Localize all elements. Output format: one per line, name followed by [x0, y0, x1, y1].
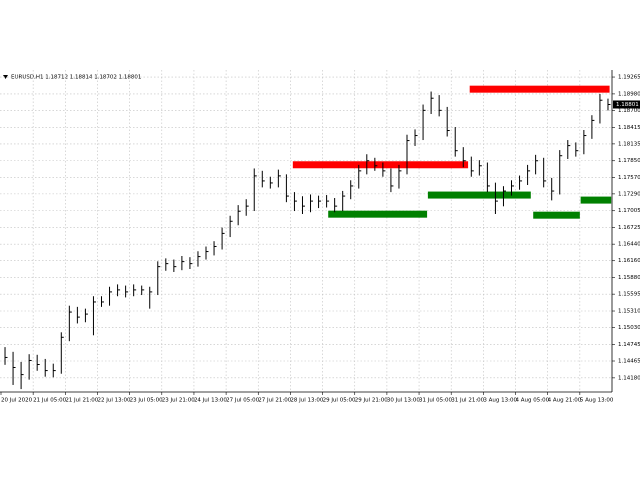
x-tick-label: 4 Aug 05:00: [516, 398, 550, 404]
current-price-label: 1.18801: [616, 102, 639, 108]
y-tick-label: 1.18980: [618, 91, 640, 97]
y-tick-label: 1.15595: [618, 292, 640, 298]
y-tick-label: 1.19265: [618, 75, 640, 81]
price-zone: [533, 211, 580, 219]
x-tick-label: 24 Jul 13:00: [194, 398, 227, 404]
x-tick-label: 29 Jul 21:00: [355, 398, 388, 404]
y-tick-label: 1.14180: [618, 375, 640, 381]
x-tick-label: 5 Aug 13:00: [580, 398, 614, 404]
x-tick-label: 28 Jul 13:00: [290, 398, 323, 404]
x-tick-label: 21 Jul 05:00: [33, 398, 66, 404]
y-tick-label: 1.16725: [618, 225, 640, 231]
y-tick-label: 1.18415: [618, 125, 640, 131]
x-tick-label: 31 Jul 05:00: [419, 398, 452, 404]
y-tick-label: 1.14465: [618, 359, 640, 365]
x-tick-label: 22 Jul 13:00: [97, 398, 130, 404]
price-zone: [328, 210, 428, 218]
y-tick-label: 1.14745: [618, 342, 640, 348]
x-tick-label: 31 Jul 21:00: [451, 398, 484, 404]
x-tick-label: 23 Jul 05:00: [130, 398, 163, 404]
current-price-box: [613, 100, 640, 109]
x-tick-label: 27 Jul 21:00: [258, 398, 291, 404]
y-tick-label: 1.18700: [618, 108, 640, 114]
x-tick-label: 4 Aug 21:00: [548, 398, 582, 404]
y-tick-label: 1.17850: [618, 158, 640, 164]
x-tick-label: 20 Jul 2020: [1, 398, 33, 404]
x-tick-label: 29 Jul 05:00: [323, 398, 356, 404]
y-tick-label: 1.17005: [618, 208, 640, 214]
y-tick-label: 1.18135: [618, 141, 640, 147]
x-tick-label: 30 Jul 13:00: [387, 398, 420, 404]
price-zone: [469, 85, 610, 93]
y-tick-label: 1.15880: [618, 275, 640, 281]
symbol-icon: [3, 75, 8, 79]
y-tick-label: 1.16440: [618, 242, 640, 248]
price-zone: [427, 191, 531, 199]
y-tick-label: 1.15310: [618, 309, 640, 315]
chart-title: EURUSD,H1 1.18712 1.18814 1.18702 1.1880…: [11, 75, 141, 81]
y-tick-label: 1.16160: [618, 258, 640, 264]
y-tick-label: 1.17290: [618, 191, 640, 197]
y-tick-label: 1.15030: [618, 325, 640, 331]
x-tick-label: 23 Jul 21:00: [162, 398, 195, 404]
x-tick-label: 3 Aug 13:00: [483, 398, 517, 404]
price-zone: [292, 161, 469, 169]
price-zone: [580, 196, 612, 204]
x-tick-label: 27 Jul 05:00: [226, 398, 259, 404]
x-tick-label: 21 Jul 21:00: [65, 398, 98, 404]
y-tick-label: 1.17570: [618, 175, 640, 181]
